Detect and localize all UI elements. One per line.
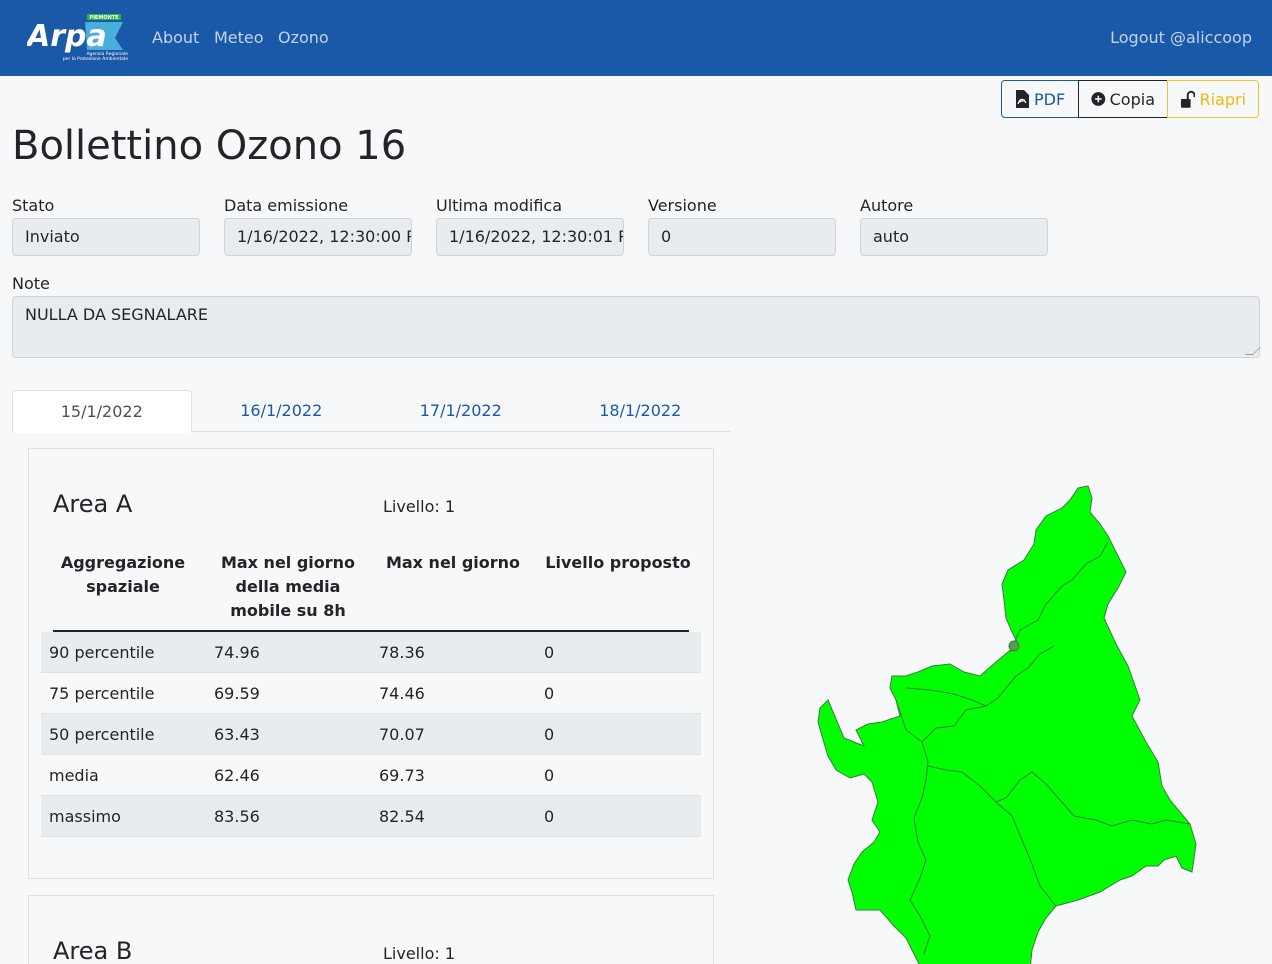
versione-label: Versione xyxy=(648,196,717,215)
page-title: Bollettino Ozono 16 xyxy=(12,123,407,169)
autore-field[interactable]: auto xyxy=(860,218,1048,256)
note-textarea[interactable]: NULLA DA SEGNALARE xyxy=(12,296,1261,358)
date-tabs: 15/1/2022 16/1/2022 17/1/2022 18/1/2022 xyxy=(12,390,730,433)
column-header-max-giorno: Max nel giorno xyxy=(385,553,521,572)
table-cell: 69.59 xyxy=(214,684,260,703)
table-cell: 74.46 xyxy=(379,684,425,703)
table-cell: 50 percentile xyxy=(49,725,155,744)
note-label: Note xyxy=(12,274,50,293)
riapri-button-label: Riapri xyxy=(1199,89,1246,109)
svg-text:Agenzia Regionale: Agenzia Regionale xyxy=(86,51,128,57)
table-row: massimo 83.56 82.54 0 xyxy=(41,796,701,837)
svg-text:per la Protezione Ambientale: per la Protezione Ambientale xyxy=(63,56,128,62)
table-cell: 62.46 xyxy=(214,766,260,785)
table-cell: 75 percentile xyxy=(49,684,155,703)
nav-link-about[interactable]: About xyxy=(152,28,200,47)
data-emissione-field[interactable]: 1/16/2022, 12:30:00 P xyxy=(224,218,412,256)
map-province-boundaries xyxy=(895,541,1191,955)
table-cell: 0 xyxy=(544,725,555,744)
column-header-max-media-mobile: Max nel giorno della media mobile su 8h xyxy=(220,553,356,620)
riapri-button[interactable]: Riapri xyxy=(1167,80,1259,118)
ultima-modifica-field[interactable]: 1/16/2022, 12:30:01 P xyxy=(436,218,624,256)
area-a-card: Area A Livello: 1 Aggregazione spaziale … xyxy=(28,448,714,879)
table-cell: massimo xyxy=(49,807,121,826)
map-marker-icon xyxy=(1008,640,1020,652)
table-cell: 0 xyxy=(544,643,555,662)
copia-button-label: Copia xyxy=(1109,89,1155,109)
data-emissione-label: Data emissione xyxy=(224,196,349,215)
plus-circle-icon xyxy=(1091,92,1106,106)
piemonte-map[interactable] xyxy=(810,480,1210,964)
area-title: Area A xyxy=(53,490,133,518)
table-cell: 0 xyxy=(544,766,555,785)
table-cell: 0 xyxy=(544,807,555,826)
navbar: PIEMONTE Arpa Agenzia Regionale per la P… xyxy=(0,0,1272,76)
area-b-card: Area B Livello: 1 xyxy=(28,895,714,964)
table-row: 75 percentile 69.59 74.46 0 xyxy=(41,673,701,714)
table-cell: 0 xyxy=(544,684,555,703)
table-cell: 63.43 xyxy=(214,725,260,744)
area-title: Area B xyxy=(53,937,133,964)
table-cell: media xyxy=(49,766,99,785)
table-cell: 70.07 xyxy=(379,725,425,744)
versione-field[interactable]: 0 xyxy=(648,218,836,256)
table-row: 90 percentile 74.96 78.36 0 xyxy=(41,632,701,673)
tab-15-1-2022[interactable]: 15/1/2022 xyxy=(12,390,192,433)
livello-label: Livello: 1 xyxy=(383,944,456,963)
tab-17-1-2022[interactable]: 17/1/2022 xyxy=(419,401,502,420)
autore-label: Autore xyxy=(860,196,914,215)
livello-label: Livello: 1 xyxy=(383,497,456,516)
table-cell: 69.73 xyxy=(379,766,425,785)
column-header-aggregazione: Aggregazione spaziale xyxy=(60,553,186,596)
column-header-livello-proposto: Livello proposto xyxy=(545,553,691,572)
tab-18-1-2022[interactable]: 18/1/2022 xyxy=(599,401,682,420)
pdf-icon xyxy=(1016,90,1029,108)
note-text: NULLA DA SEGNALARE xyxy=(25,305,209,324)
stato-field[interactable]: Inviato xyxy=(12,218,200,256)
copia-button[interactable]: Copia xyxy=(1078,80,1168,118)
table-header-divider xyxy=(53,630,689,632)
pdf-button-label: PDF xyxy=(1034,89,1066,109)
table-cell: 83.56 xyxy=(214,807,260,826)
svg-text:PIEMONTE: PIEMONTE xyxy=(89,15,119,21)
table-cell: 90 percentile xyxy=(49,643,155,662)
table-row: 50 percentile 63.43 70.07 0 xyxy=(41,714,701,755)
table-cell: 74.96 xyxy=(214,643,260,662)
resize-handle-icon[interactable] xyxy=(1245,347,1261,355)
table-row: media 62.46 69.73 0 xyxy=(41,755,701,796)
arpa-logo[interactable]: PIEMONTE Arpa Agenzia Regionale per la P… xyxy=(27,14,129,62)
unlock-icon xyxy=(1180,90,1196,108)
tab-16-1-2022[interactable]: 16/1/2022 xyxy=(240,401,323,420)
pdf-button[interactable]: PDF xyxy=(1001,80,1079,118)
table-cell: 82.54 xyxy=(379,807,425,826)
nav-link-meteo[interactable]: Meteo xyxy=(214,28,264,47)
ultima-modifica-label: Ultima modifica xyxy=(436,196,563,215)
action-button-group: PDF Copia Riapri xyxy=(1001,80,1259,118)
svg-text:Arpa: Arpa xyxy=(27,19,107,54)
map-region-outline xyxy=(817,485,1197,964)
stato-label: Stato xyxy=(12,196,55,215)
nav-link-ozono[interactable]: Ozono xyxy=(278,28,329,47)
table-cell: 78.36 xyxy=(379,643,425,662)
logout-link[interactable]: Logout @aliccoop xyxy=(1110,28,1252,47)
